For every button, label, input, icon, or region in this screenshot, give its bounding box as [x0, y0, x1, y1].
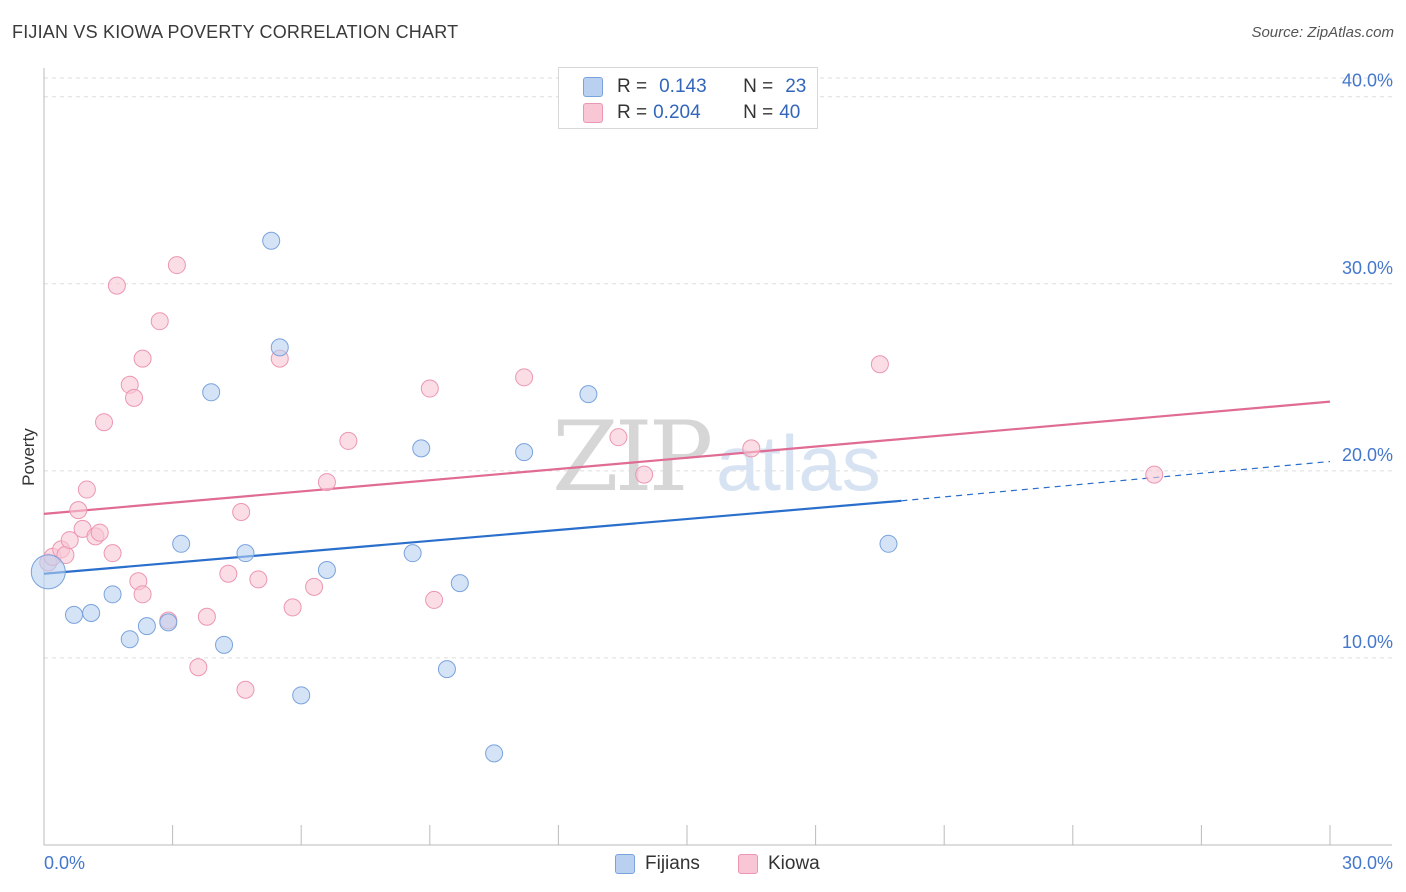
kiowa-point	[103, 544, 122, 563]
n-value: 40	[779, 102, 801, 123]
y-tick-label: 10.0%	[1342, 632, 1393, 652]
fijians-point	[120, 630, 139, 649]
kiowa-point	[339, 431, 358, 450]
fijians-point	[202, 383, 221, 402]
kiowa-point	[236, 680, 255, 699]
kiowa-point	[69, 501, 88, 520]
kiowa-point	[95, 413, 114, 432]
kiowa-point	[305, 577, 324, 596]
fijians-point	[437, 660, 456, 679]
trend-line-kiowa	[43, 400, 1331, 515]
y-tick-label: 40.0%	[1342, 71, 1393, 91]
kiowa-point	[60, 531, 79, 550]
fijians-point	[879, 534, 898, 553]
legend-fijians: Fijians	[615, 851, 700, 877]
kiowa-point	[125, 388, 144, 407]
fijians-point	[262, 231, 281, 250]
fijians-swatch	[583, 77, 603, 97]
r-value: 0.143	[659, 76, 707, 97]
trend-line-fijians	[43, 499, 902, 575]
grid-lines	[44, 77, 1392, 659]
fijians-point	[450, 574, 469, 593]
chart-title: FIJIAN VS KIOWA POVERTY CORRELATION CHAR…	[12, 22, 459, 42]
fijians-point	[30, 554, 66, 590]
kiowa-point	[515, 368, 534, 387]
n-label: N =	[743, 102, 774, 123]
kiowa-point	[420, 379, 439, 398]
kiowa-point	[425, 590, 444, 609]
fijians-point	[65, 605, 84, 624]
legend-label-kiowa: Kiowa	[768, 853, 820, 874]
y-tick-label: 20.0%	[1342, 445, 1393, 465]
trend-lines	[43, 400, 1331, 575]
kiowa-point	[107, 276, 126, 295]
tick-labels: 10.0% 20.0% 30.0% 40.0% 0.0% 30.0% Poverty	[19, 71, 1393, 873]
kiowa-point	[133, 585, 152, 604]
fijians-point	[236, 544, 255, 563]
kiowa-point	[90, 523, 109, 542]
kiowa-point	[742, 439, 761, 458]
stats-legend: R = 0.143 N = 23 R = 0.204 N = 40	[558, 67, 818, 129]
trend-line-fijians-extension	[901, 460, 1331, 502]
kiowa-point	[167, 256, 186, 275]
n-label: N =	[743, 76, 774, 97]
fijians-point	[485, 744, 504, 763]
r-value: 0.204	[653, 102, 701, 123]
fijians-point	[103, 585, 122, 604]
data-points	[30, 231, 1164, 763]
kiowa-point	[317, 473, 336, 492]
kiowa-point	[150, 312, 169, 331]
fijians-point	[403, 544, 422, 563]
source-label: Source: ZipAtlas.com	[1251, 24, 1394, 41]
legend-kiowa: Kiowa	[738, 851, 820, 877]
fijians-point	[412, 439, 431, 458]
y-tick-label: 30.0%	[1342, 258, 1393, 278]
kiowa-swatch	[583, 103, 603, 123]
fijians-point	[317, 561, 336, 580]
fijians-point	[579, 385, 598, 404]
kiowa-point	[77, 480, 96, 499]
legend-row-fijians: R = 0.143 N = 23	[583, 75, 806, 99]
fijians-point	[270, 338, 289, 357]
axes	[43, 68, 1392, 846]
kiowa-point	[609, 428, 628, 447]
fijians-point	[292, 686, 311, 705]
n-value: 23	[785, 76, 807, 97]
fijians-point	[82, 604, 101, 623]
kiowa-point	[283, 598, 302, 617]
kiowa-point	[635, 465, 654, 484]
r-label: R =	[617, 102, 648, 123]
kiowa-point	[133, 349, 152, 368]
fijians-swatch	[615, 854, 635, 874]
y-axis-label: Poverty	[19, 428, 38, 486]
x-tick-label: 30.0%	[1342, 853, 1393, 873]
legend-label-fijians: Fijians	[645, 853, 700, 874]
fijians-point	[515, 443, 534, 462]
watermark-atlas: atlas	[716, 419, 881, 507]
kiowa-point	[232, 503, 251, 522]
kiowa-point	[197, 607, 216, 626]
fijians-point	[137, 617, 156, 636]
kiowa-point	[219, 564, 238, 583]
fijians-point	[159, 613, 178, 632]
fijians-point	[172, 534, 191, 553]
kiowa-swatch	[738, 854, 758, 874]
kiowa-point	[249, 570, 268, 589]
fijians-point	[215, 635, 234, 654]
kiowa-point	[189, 658, 208, 677]
r-label: R =	[617, 76, 648, 97]
kiowa-point	[870, 355, 889, 374]
kiowa-point	[1145, 465, 1164, 484]
legend-row-kiowa: R = 0.204 N = 40	[583, 101, 800, 125]
x-tick-label: 0.0%	[44, 853, 85, 873]
watermark: ZIP atlas	[552, 401, 881, 513]
